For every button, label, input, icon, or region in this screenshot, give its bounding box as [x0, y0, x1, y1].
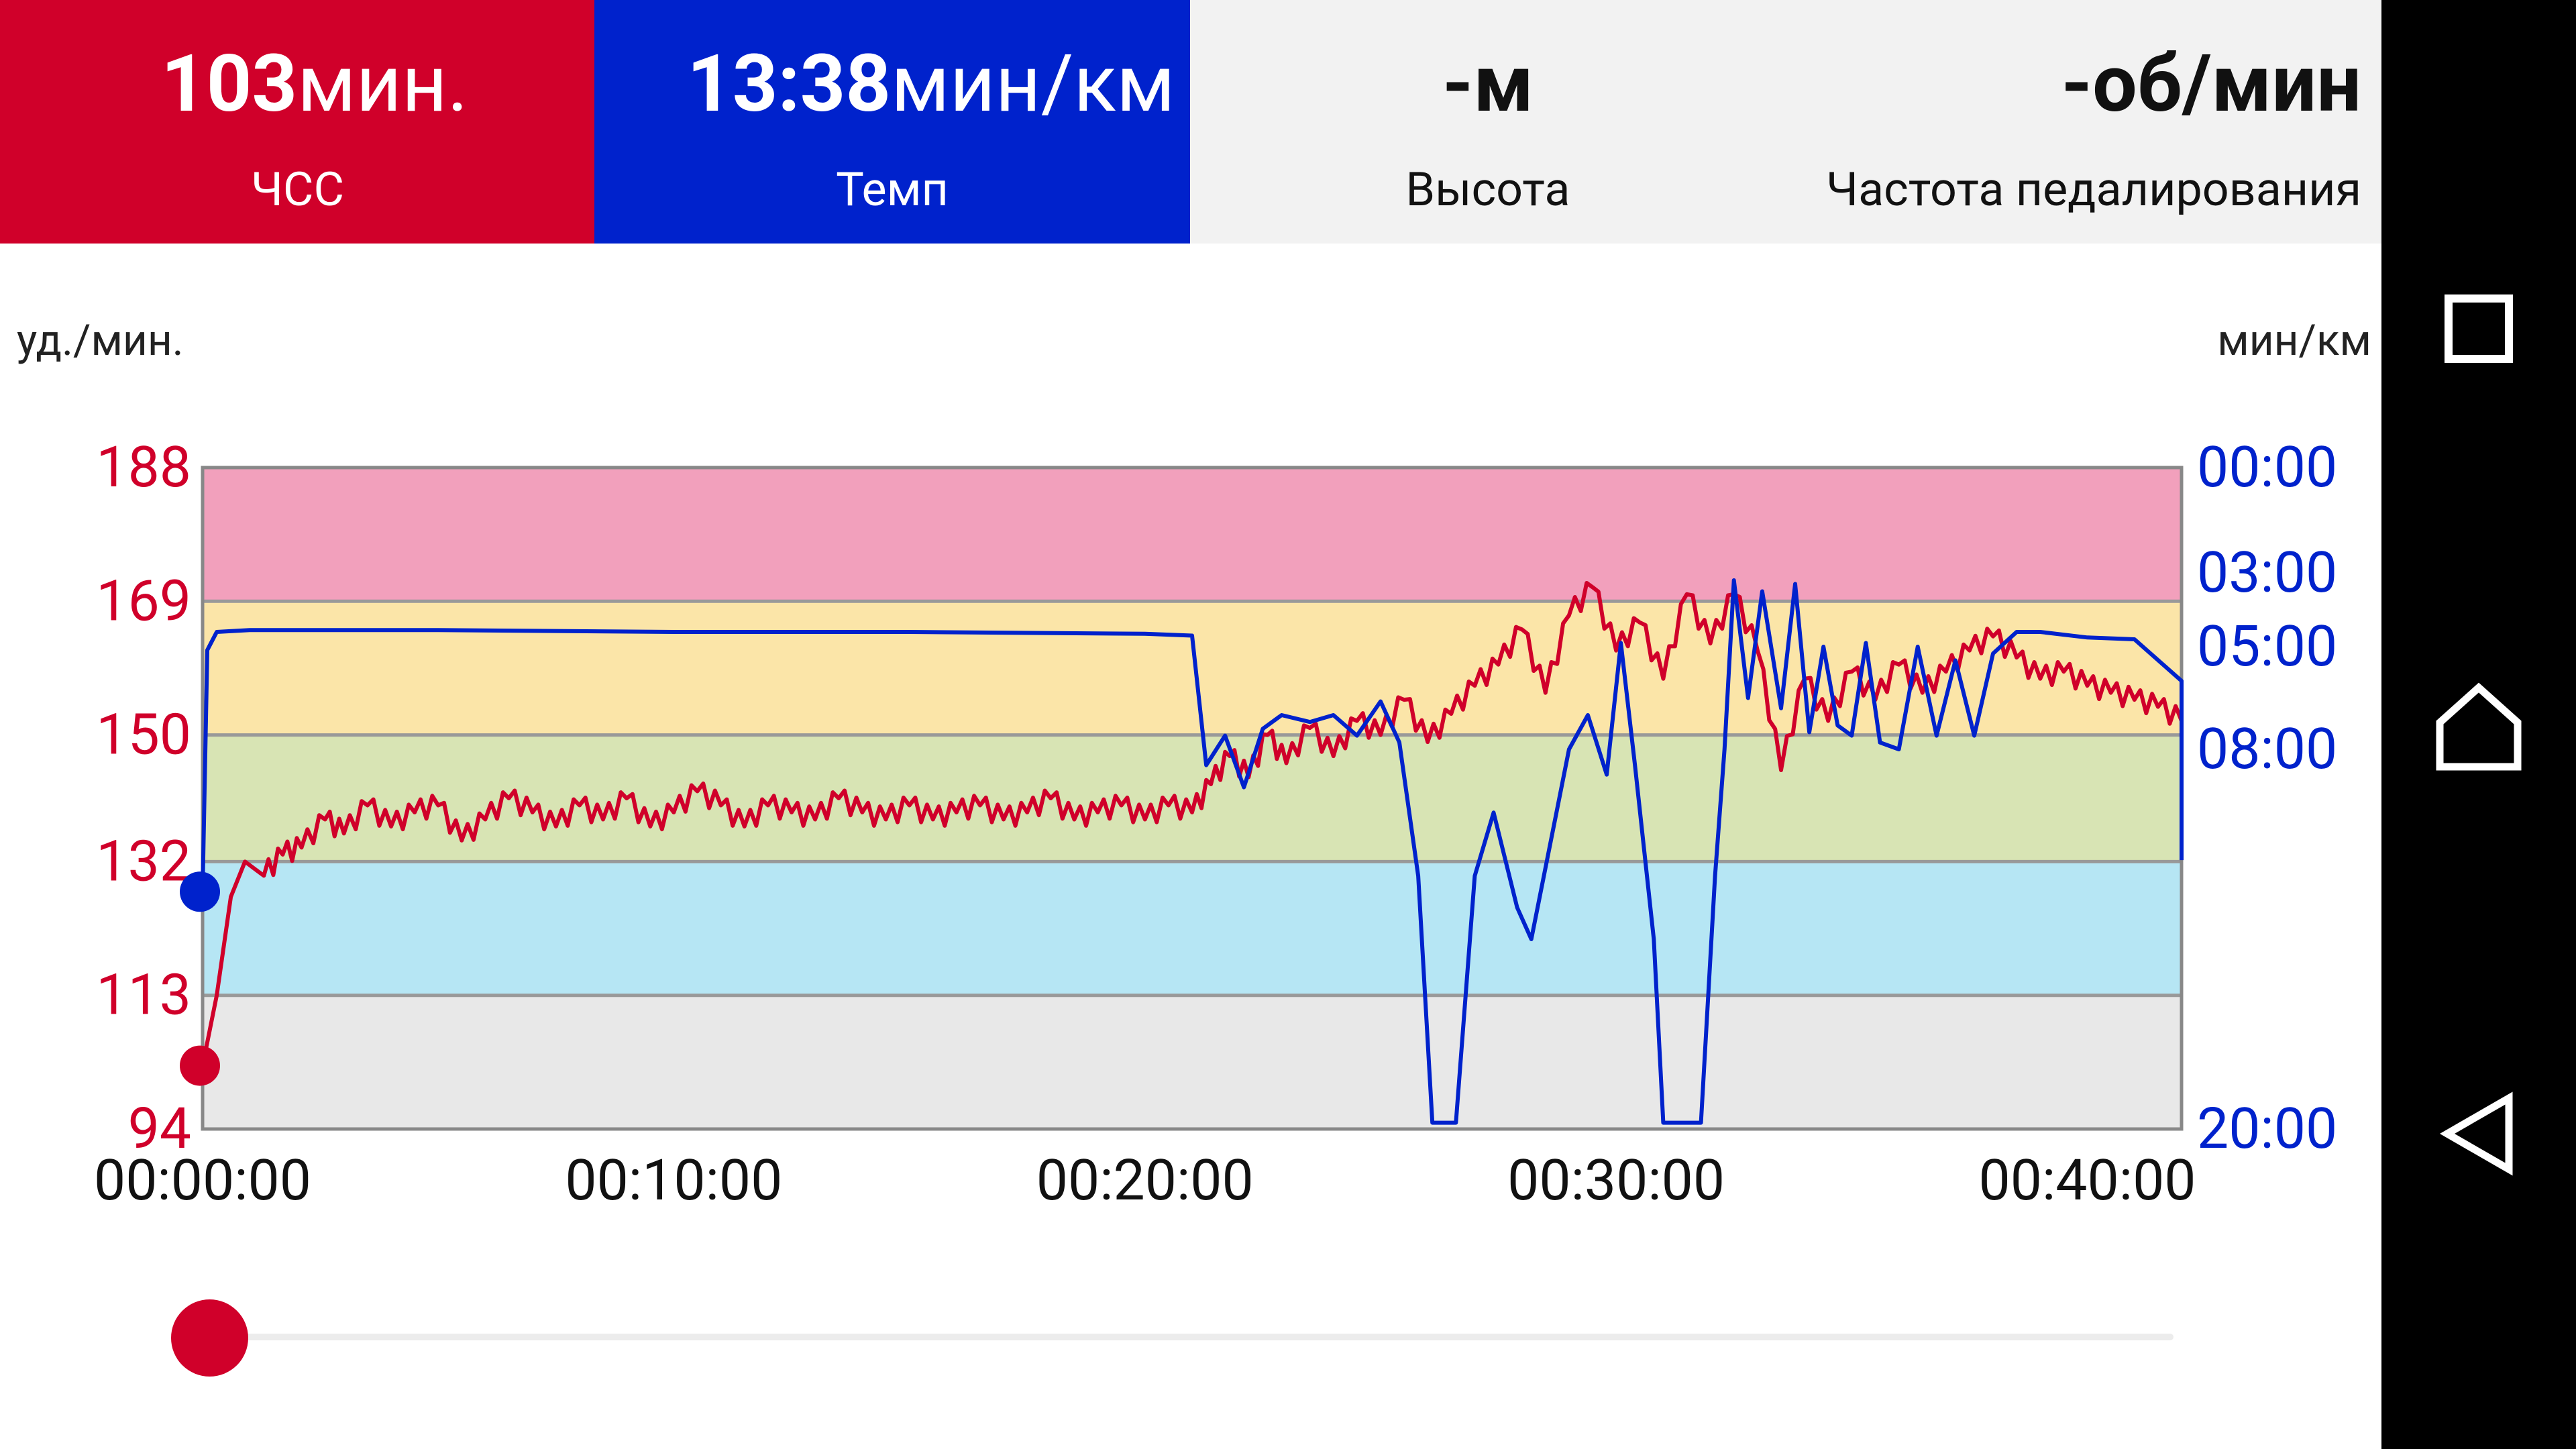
right-tick-3: 08:00 — [2197, 716, 2337, 782]
pace-label: Темп — [836, 162, 949, 217]
square-icon — [2445, 294, 2513, 363]
hr-value: 103мин. — [161, 38, 468, 130]
hr-label: ЧСС — [251, 162, 345, 217]
left-tick-2: 150 — [96, 702, 191, 768]
hr-zone-3 — [203, 861, 2182, 996]
altitude-value: -м — [1442, 38, 1534, 130]
right-axis-unit: мин/км — [2217, 315, 2371, 366]
metric-tiles: 103мин. ЧСС 13:38мин/км Темп -м Высота -… — [0, 0, 2381, 244]
cadence-tile[interactable]: -об/мин Частота педалирования — [1786, 0, 2381, 244]
x-tick-0: 00:00:00 — [94, 1147, 311, 1214]
x-tick-4: 00:40:00 — [1979, 1147, 2196, 1214]
hr-marker — [180, 1045, 220, 1086]
right-tick-1: 03:00 — [2197, 539, 2337, 606]
timeline-slider-track[interactable] — [215, 1334, 2174, 1340]
pace-marker — [180, 871, 220, 912]
home-icon — [2436, 682, 2522, 771]
hr-zone-4 — [203, 995, 2182, 1129]
x-tick-3: 00:30:00 — [1507, 1147, 1725, 1214]
hr-zone-2 — [203, 735, 2182, 862]
hr-zone-0 — [203, 468, 2182, 602]
home-button[interactable] — [2418, 667, 2539, 788]
altitude-label: Высота — [1405, 162, 1570, 217]
cadence-label: Частота педалирования — [1826, 162, 2361, 217]
recents-button[interactable] — [2418, 268, 2539, 389]
hr-series-line — [201, 581, 2184, 1067]
timeline-slider-thumb[interactable] — [171, 1299, 248, 1377]
back-button[interactable] — [2418, 1073, 2539, 1194]
x-tick-1: 00:10:00 — [565, 1147, 782, 1214]
hr-tile[interactable]: 103мин. ЧСС — [0, 0, 594, 244]
left-tick-5: 94 — [128, 1095, 191, 1162]
hr-pace-chart[interactable]: 188 169 150 132 113 94 00:00 03:00 05:00 08:00 20:… — [0, 402, 2381, 1228]
right-tick-0: 00:00 — [2197, 434, 2337, 500]
left-tick-3: 132 — [96, 828, 191, 894]
altitude-tile[interactable]: -м Высота — [1190, 0, 1786, 244]
x-tick-2: 00:20:00 — [1036, 1147, 1254, 1214]
hr-zone-1 — [203, 601, 2182, 735]
left-tick-4: 113 — [96, 962, 191, 1028]
pace-tile[interactable]: 13:38мин/км Темп — [594, 0, 1190, 244]
pace-series-line — [201, 578, 2184, 1125]
right-tick-4: 20:00 — [2197, 1095, 2337, 1162]
left-tick-0: 188 — [96, 434, 191, 500]
system-nav-bar — [2381, 0, 2576, 1449]
left-axis-unit: уд./мин. — [17, 315, 184, 366]
left-tick-1: 169 — [96, 568, 191, 634]
right-tick-2: 05:00 — [2197, 613, 2337, 680]
back-icon — [2439, 1091, 2513, 1176]
cadence-value: -об/мин — [2061, 38, 2361, 130]
pace-value: 13:38мин/км — [687, 38, 1175, 130]
